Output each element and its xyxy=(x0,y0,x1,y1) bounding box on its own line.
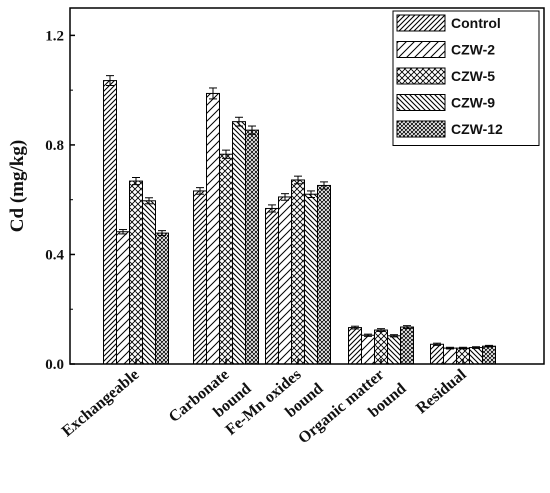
bar-czw-9 xyxy=(232,121,246,365)
x-category-label: Exchangeable xyxy=(59,366,143,440)
bar-czw-12 xyxy=(400,326,414,365)
bar-control xyxy=(193,190,207,365)
legend-swatch-czw-9 xyxy=(396,94,446,111)
legend: Control CZW-2 CZW-5 CZW-9 CZW-12 xyxy=(392,10,540,146)
bar-czw-5 xyxy=(291,179,305,365)
legend-label: CZW-9 xyxy=(451,95,495,111)
bar-control xyxy=(348,327,362,365)
y-tick-label: 0.4 xyxy=(45,247,64,263)
bar-czw-5 xyxy=(129,180,143,365)
y-tick-label: 0.8 xyxy=(45,138,64,154)
legend-label: CZW-5 xyxy=(451,68,495,84)
bar-control xyxy=(430,343,444,365)
bar-czw-12 xyxy=(245,129,259,365)
bar-czw-12 xyxy=(482,345,496,365)
bar-czw-2 xyxy=(443,347,457,365)
legend-swatch-czw-12 xyxy=(396,120,446,138)
bar-czw-5 xyxy=(374,329,388,365)
bar-czw-2 xyxy=(116,231,130,365)
y-axis: 0.0 0.4 0.8 1.2 xyxy=(45,28,75,373)
y-tick-label: 0.0 xyxy=(45,357,64,373)
legend-swatch-czw-5 xyxy=(396,67,446,85)
bar-czw-2 xyxy=(361,334,375,365)
bar-czw-9 xyxy=(142,200,156,365)
bar-czw-5 xyxy=(219,153,233,365)
bar-czw-2 xyxy=(206,92,220,365)
legend-label: CZW-12 xyxy=(451,121,503,137)
legend-label: CZW-2 xyxy=(451,42,495,58)
error-bars-layer xyxy=(106,75,493,350)
bar-control xyxy=(265,207,279,365)
bar-czw-9 xyxy=(469,347,483,365)
x-category-label: Residual xyxy=(413,366,470,418)
legend-swatch-czw-2 xyxy=(396,41,446,58)
legend-swatch-control xyxy=(396,14,446,32)
bar-czw-2 xyxy=(278,196,292,365)
bar-czw-9 xyxy=(387,335,401,365)
legend-label: Control xyxy=(451,15,501,31)
y-axis-title: Cd (mg/kg) xyxy=(7,140,28,232)
plot-frame xyxy=(69,7,545,365)
y-tick-label: 1.2 xyxy=(45,28,64,44)
bar-czw-9 xyxy=(304,193,318,365)
bar-czw-12 xyxy=(317,184,331,365)
bar-czw-12 xyxy=(155,232,169,365)
bar-control xyxy=(103,80,117,365)
